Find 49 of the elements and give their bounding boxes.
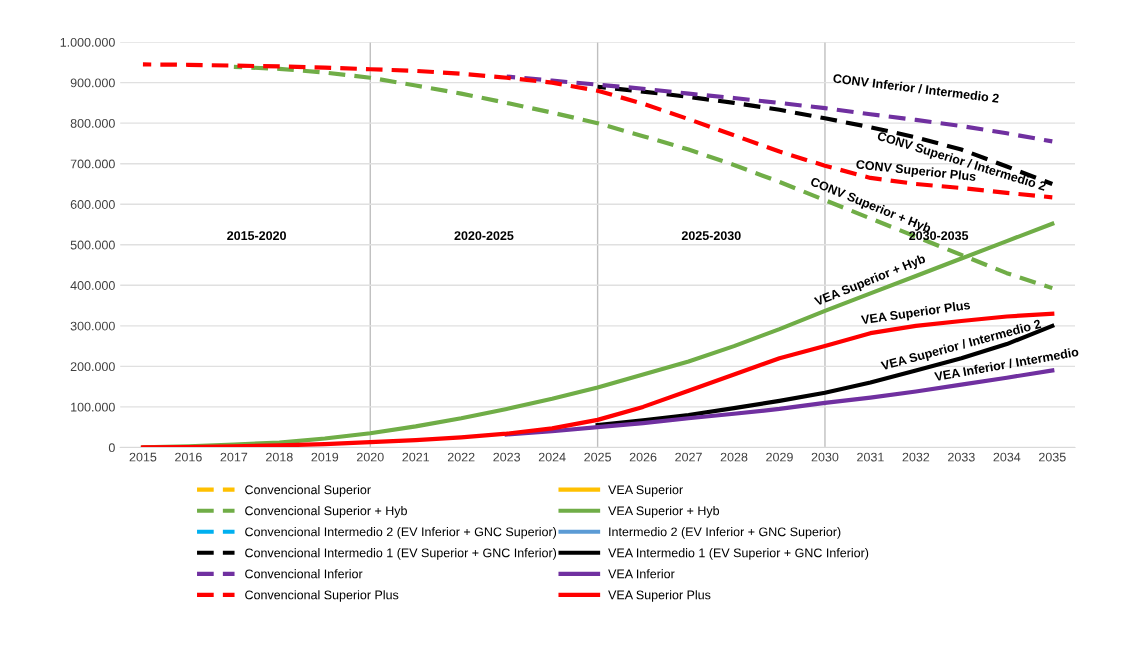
- x-tick-label: 2031: [857, 452, 884, 462]
- x-tick-label: 2021: [402, 452, 430, 462]
- y-tick-label: 0: [108, 443, 115, 453]
- legend-label: VEA Superior Plus: [608, 590, 711, 602]
- y-tick-label: 1.000.000: [60, 37, 115, 47]
- x-tick-label: 2015: [129, 452, 157, 462]
- x-tick-label: 2025: [584, 452, 611, 462]
- x-tick-label: 2020: [357, 452, 384, 462]
- y-tick-label: 600.000: [70, 200, 115, 209]
- x-tick-label: 2018: [266, 452, 293, 462]
- annotation: 2020-2025: [454, 231, 514, 241]
- x-tick-label: 2022: [447, 452, 475, 462]
- y-tick-label: 700.000: [70, 159, 115, 169]
- x-tick-label: 2024: [538, 452, 566, 462]
- x-tick-label: 2016: [175, 452, 202, 462]
- annotation: 2015-2020: [227, 231, 286, 241]
- x-tick-label: 2030: [811, 452, 839, 462]
- y-tick-label: 800.000: [70, 118, 115, 128]
- legend-label: Convencional Intermedio 1 (EV Superior + GNC Inferior): [245, 548, 557, 560]
- legend-label: Convencional Superior: [245, 485, 371, 497]
- x-tick-label: 2023: [493, 452, 521, 462]
- x-tick-label: 2029: [766, 452, 793, 462]
- y-tick-label: 400.000: [70, 281, 115, 290]
- legend-label: Convencional Intermedio 2 (EV Inferior + GNC Superior): [245, 527, 557, 539]
- legend-label: VEA Intermedio 1 (EV Superior + GNC Inferior): [608, 548, 869, 560]
- legend-label: VEA Superior + Hyb: [608, 506, 720, 518]
- y-tick-label: 100.000: [71, 402, 115, 412]
- y-tick-label: 300.000: [70, 321, 115, 331]
- x-tick-label: 2027: [675, 452, 702, 462]
- legend-label: VEA Superior: [608, 485, 683, 497]
- x-tick-label: 2032: [902, 452, 930, 462]
- legend-label: Convencional Inferior: [245, 569, 363, 579]
- x-tick-label: 2034: [993, 452, 1021, 462]
- legend-label: Convencional Superior Plus: [245, 590, 399, 602]
- x-tick-label: 2028: [720, 452, 748, 462]
- annotation: VEA Superior Plus: [860, 299, 971, 327]
- y-tick-label: 200.000: [70, 362, 115, 372]
- y-tick-label: 500.000: [70, 240, 115, 250]
- x-tick-label: 2019: [311, 452, 339, 462]
- x-tick-label: 2026: [629, 452, 657, 462]
- annotation: 2025-2030: [681, 231, 741, 241]
- legend-label: Intermedio 2 (EV Inferior + GNC Superior): [609, 527, 841, 539]
- y-tick-label: 900.000: [70, 78, 115, 88]
- x-tick-label: 2035: [1039, 452, 1066, 462]
- legend-label: VEA Inferior: [608, 569, 675, 579]
- legend-label: Convencional Superior + Hyb: [245, 506, 407, 518]
- x-tick-label: 2017: [220, 452, 248, 462]
- x-tick-label: 2033: [948, 452, 975, 462]
- annotation: CONV Inferior / Intermedio 2: [832, 73, 1000, 103]
